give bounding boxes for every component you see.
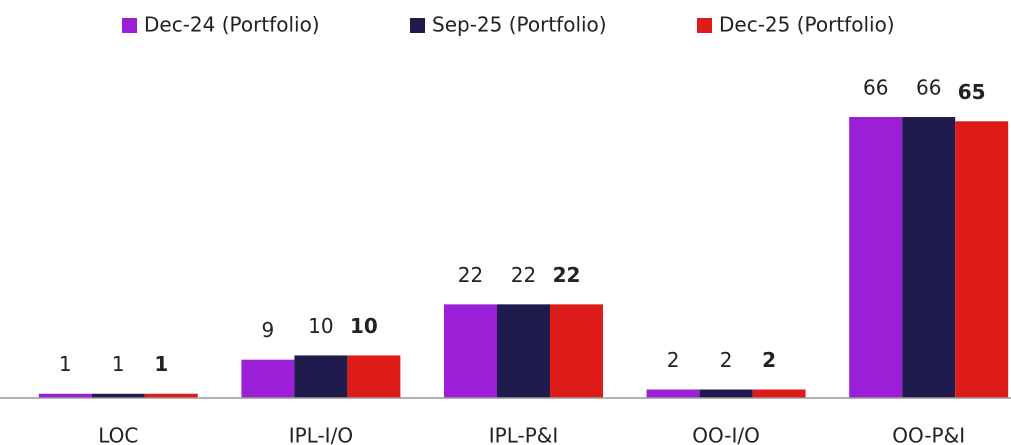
bar xyxy=(699,389,753,398)
data-label: 1 xyxy=(112,352,125,376)
data-label: 1 xyxy=(154,352,168,376)
x-tick-label: IPL-P&I xyxy=(489,424,559,445)
data-label: 22 xyxy=(458,263,483,287)
bar xyxy=(849,117,903,399)
data-label: 2 xyxy=(762,348,776,372)
bar xyxy=(646,389,700,398)
legend-swatch xyxy=(697,18,712,33)
legend-swatch xyxy=(122,18,137,33)
legend-label: Sep-25 (Portfolio) xyxy=(432,13,607,37)
x-tick-label: IPL-I/O xyxy=(289,424,353,445)
data-label: 1 xyxy=(59,352,72,376)
data-label: 66 xyxy=(916,76,941,100)
bar xyxy=(347,355,401,398)
bar xyxy=(144,393,198,398)
bar xyxy=(752,389,806,398)
data-label: 9 xyxy=(262,318,275,342)
bar xyxy=(294,355,348,398)
data-label: 10 xyxy=(308,314,333,338)
data-label: 10 xyxy=(350,314,378,338)
legend-label: Dec-25 (Portfolio) xyxy=(719,13,895,37)
x-tick-label: OO-I/O xyxy=(692,424,760,445)
legend-swatch xyxy=(410,18,425,33)
bar xyxy=(444,304,497,398)
bar xyxy=(241,359,295,398)
data-label: 2 xyxy=(720,348,733,372)
bar xyxy=(955,121,1009,399)
bar xyxy=(91,393,145,398)
data-label: 22 xyxy=(553,263,581,287)
bar xyxy=(497,304,550,398)
data-label: 2 xyxy=(667,348,680,372)
data-label: 22 xyxy=(511,263,536,287)
x-tick-label: OO-P&I xyxy=(892,424,965,445)
data-label: 66 xyxy=(863,76,888,100)
data-label: 65 xyxy=(958,80,986,104)
x-tick-label: LOC xyxy=(98,424,138,445)
bar xyxy=(38,393,92,398)
bar xyxy=(550,304,603,398)
legend-label: Dec-24 (Portfolio) xyxy=(144,13,320,37)
bar xyxy=(902,117,956,399)
